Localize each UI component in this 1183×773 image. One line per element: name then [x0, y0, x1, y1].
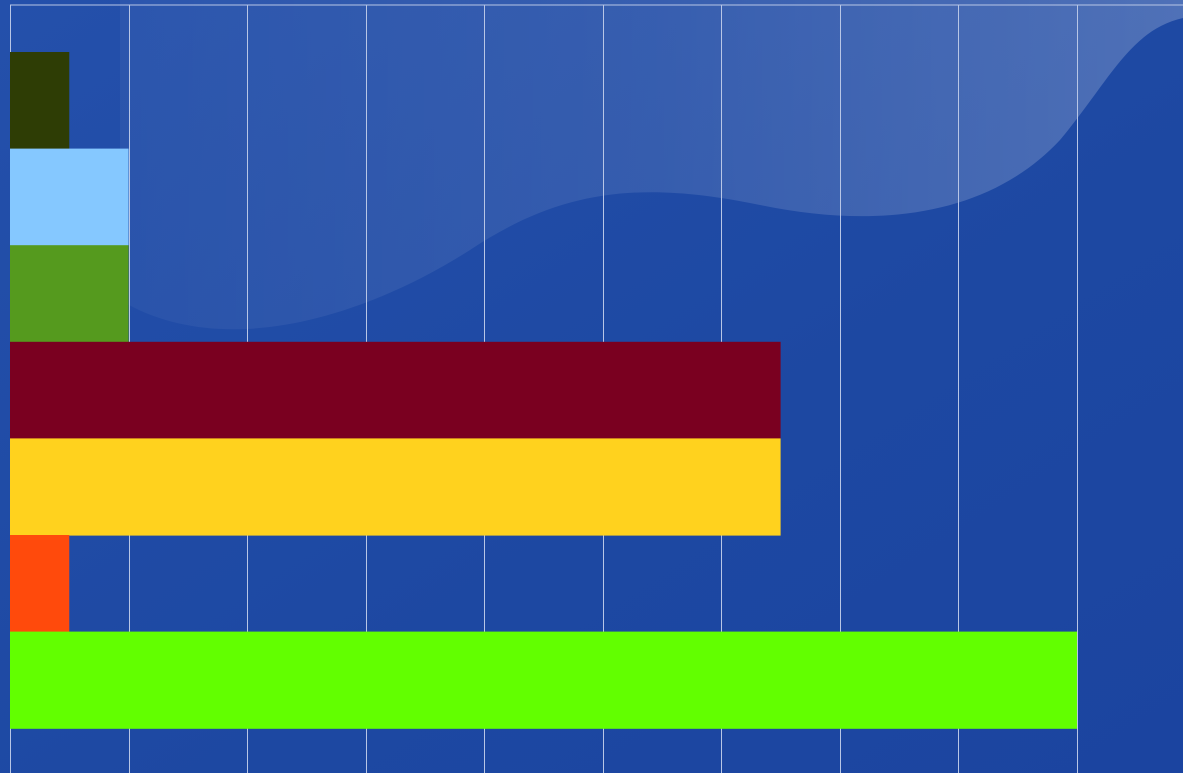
- bars: [10, 52, 1077, 729]
- background-wave: [120, 0, 1183, 330]
- bar-6: [10, 535, 70, 633]
- bar-5: [10, 438, 781, 536]
- bar-4: [10, 341, 781, 439]
- bar-1: [10, 52, 70, 150]
- bar-2: [10, 148, 129, 246]
- bar-7: [10, 631, 1077, 729]
- bar-3: [10, 245, 129, 343]
